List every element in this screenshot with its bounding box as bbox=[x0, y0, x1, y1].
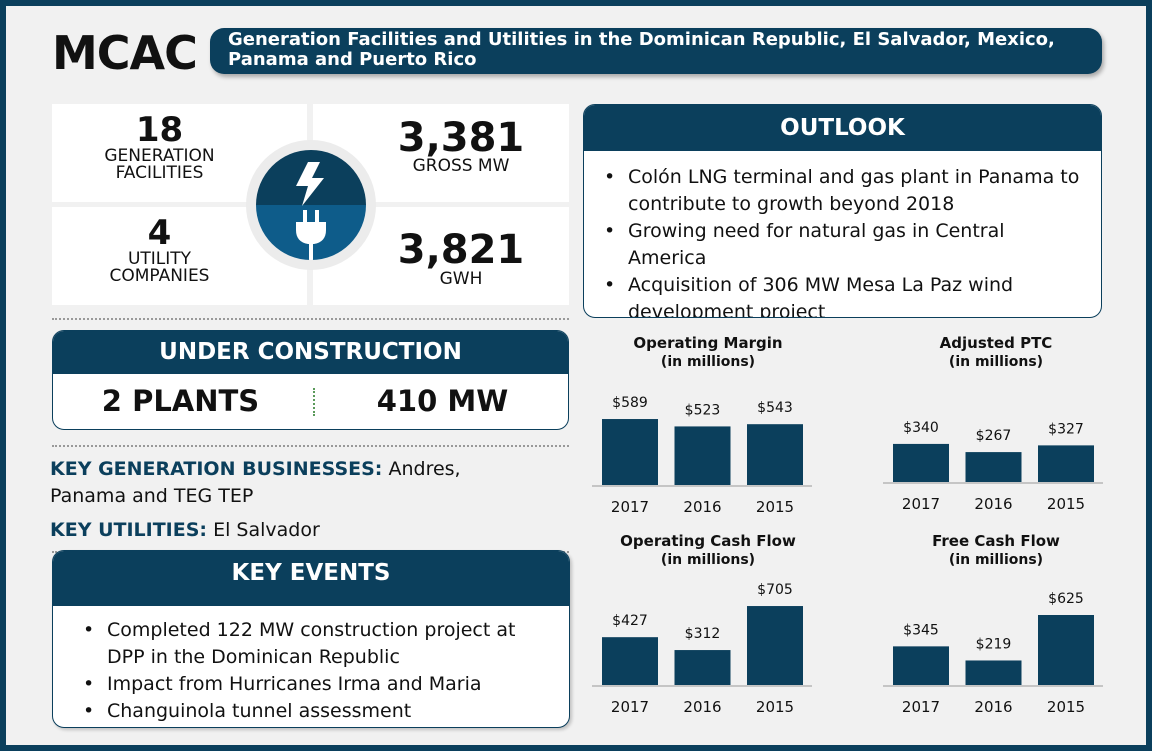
divider bbox=[313, 388, 315, 416]
divider bbox=[52, 445, 569, 447]
chart-bar bbox=[602, 637, 658, 685]
key-events-title: KEY EVENTS bbox=[53, 551, 569, 606]
stat-label: GENERATION FACILITIES bbox=[104, 146, 215, 183]
chart-data-label: $327 bbox=[1048, 421, 1084, 437]
chart-bar bbox=[747, 606, 803, 685]
chart-subtitle: (in millions) bbox=[660, 552, 756, 568]
stat-value: 3,381 bbox=[397, 115, 525, 161]
chart-data-label: $345 bbox=[903, 622, 939, 638]
stat-label: UTILITY COMPANIES bbox=[109, 249, 210, 286]
chart-tick-label: 2016 bbox=[683, 498, 721, 516]
chart-tick-label: 2015 bbox=[756, 698, 794, 716]
stat-value: 18 bbox=[135, 110, 184, 150]
page-title: MCAC bbox=[52, 26, 198, 80]
chart-subtitle: (in millions) bbox=[948, 552, 1044, 568]
header-subtitle: Generation Facilities and Utilities in t… bbox=[210, 28, 1102, 74]
chart-bar bbox=[1038, 615, 1094, 685]
key-event-item: Impact from Hurricanes Irma and Maria bbox=[81, 671, 549, 698]
chart-title: Operating Cash Flow bbox=[620, 532, 796, 550]
chart-bar bbox=[674, 650, 731, 685]
under-construction-title: UNDER CONSTRUCTION bbox=[53, 331, 568, 374]
chart-data-label: $523 bbox=[685, 402, 721, 418]
chart-tick-label: 2016 bbox=[683, 698, 721, 716]
chart-tick-label: 2017 bbox=[611, 698, 649, 716]
chart-bar bbox=[893, 646, 949, 685]
chart-bar bbox=[965, 452, 1022, 482]
chart-data-label: $625 bbox=[1048, 591, 1084, 607]
outlook-item: Growing need for natural gas in Central … bbox=[602, 218, 1085, 272]
chart-data-label: $219 bbox=[976, 636, 1012, 652]
stat-label: GROSS MW bbox=[412, 156, 510, 176]
outlook-panel: OUTLOOK Colón LNG terminal and gas plant… bbox=[583, 104, 1102, 318]
stat-gross-mw: 3,381 GROSS MW bbox=[313, 104, 569, 202]
chart-bar bbox=[893, 443, 949, 482]
divider bbox=[52, 318, 569, 320]
chart-tick-label: 2015 bbox=[1047, 495, 1085, 513]
chart-title: Adjusted PTC bbox=[939, 334, 1053, 352]
chart-tick-label: 2015 bbox=[1047, 698, 1085, 716]
chart-data-label: $543 bbox=[757, 400, 793, 416]
chart-tick-label: 2016 bbox=[974, 698, 1012, 716]
chart-data-label: $589 bbox=[612, 395, 648, 411]
key-generation-label: KEY GENERATION BUSINESSES: bbox=[50, 458, 383, 480]
chart-title-adjusted-ptc: Adjusted PTC (in millions) bbox=[880, 334, 1112, 372]
chart-title: Operating Margin bbox=[633, 334, 783, 352]
chart-bar bbox=[1038, 445, 1094, 482]
chart-data-label: $427 bbox=[612, 613, 648, 629]
chart-title-operating-margin: Operating Margin (in millions) bbox=[592, 334, 824, 372]
chart-tick-label: 2017 bbox=[902, 495, 940, 513]
chart-subtitle: (in millions) bbox=[660, 354, 756, 370]
mw-count: 410 MW bbox=[376, 384, 509, 418]
lightning-bolt-icon bbox=[296, 162, 324, 206]
outlook-item: Colón LNG terminal and gas plant in Pana… bbox=[602, 164, 1085, 218]
power-plug-icon bbox=[296, 210, 326, 260]
chart-title-operating-cash-flow: Operating Cash Flow (in millions) bbox=[592, 532, 824, 570]
chart-bar bbox=[602, 419, 658, 485]
chart-data-label: $267 bbox=[976, 428, 1012, 444]
chart-data-label: $705 bbox=[757, 582, 793, 598]
chart-tick-label: 2015 bbox=[756, 498, 794, 516]
stat-value: 3,821 bbox=[397, 227, 525, 273]
outlook-title: OUTLOOK bbox=[584, 105, 1101, 151]
under-construction-panel: UNDER CONSTRUCTION 2 PLANTS 410 MW bbox=[52, 330, 569, 430]
key-event-item: Changuinola tunnel assessment bbox=[81, 698, 549, 725]
key-utilities: KEY UTILITIES: El Salvador bbox=[50, 517, 320, 544]
chart-title: Free Cash Flow bbox=[932, 532, 1060, 550]
chart-bar bbox=[965, 660, 1022, 685]
key-utilities-value: El Salvador bbox=[213, 519, 320, 541]
chart-tick-label: 2016 bbox=[974, 495, 1012, 513]
key-utilities-label: KEY UTILITIES: bbox=[50, 519, 208, 541]
key-generation-value: Andres, Panama and TEG TEP bbox=[50, 458, 461, 507]
chart-bar bbox=[674, 426, 731, 485]
chart-data-label: $312 bbox=[685, 626, 721, 642]
plants-count: 2 PLANTS bbox=[101, 384, 260, 418]
chart-data-label: $340 bbox=[903, 420, 939, 436]
chart-title-free-cash-flow: Free Cash Flow (in millions) bbox=[880, 532, 1112, 570]
chart-subtitle: (in millions) bbox=[948, 354, 1044, 370]
chart-tick-label: 2017 bbox=[611, 498, 649, 516]
stat-value: 4 bbox=[147, 213, 172, 253]
chart-tick-label: 2017 bbox=[902, 698, 940, 716]
key-generation-businesses: KEY GENERATION BUSINESSES: Andres, Panam… bbox=[50, 456, 530, 510]
chart-bar bbox=[747, 424, 803, 485]
key-events-panel: KEY EVENTS Completed 122 MW construction… bbox=[52, 550, 570, 728]
outlook-item: Acquisition of 306 MW Mesa La Paz wind d… bbox=[602, 272, 1085, 317]
stat-label: GWH bbox=[439, 269, 483, 289]
key-event-item: Completed 122 MW construction project at… bbox=[81, 617, 549, 671]
